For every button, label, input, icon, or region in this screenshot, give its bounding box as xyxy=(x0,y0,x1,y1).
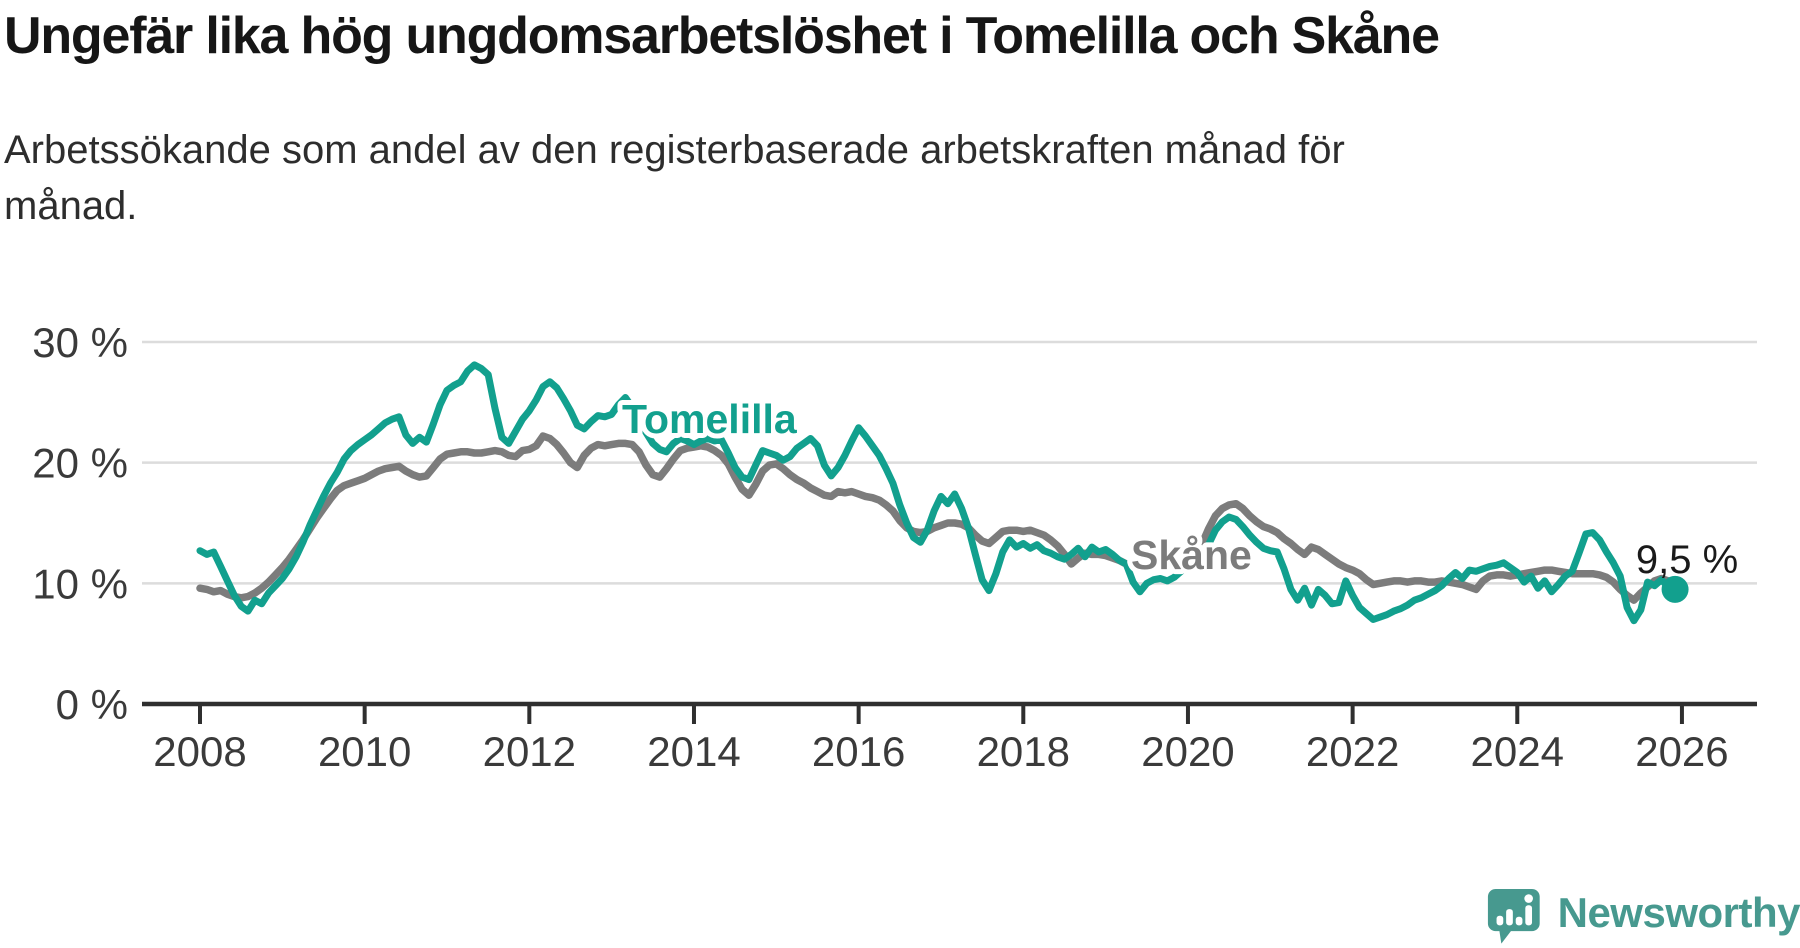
x-tick-label: 2022 xyxy=(1306,728,1399,775)
y-tick-label: 20 % xyxy=(32,440,128,487)
x-tick-label: 2012 xyxy=(483,728,576,775)
y-tick-label: 10 % xyxy=(32,560,128,607)
y-tick-label: 0 % xyxy=(56,681,128,728)
y-tick-label: 30 % xyxy=(32,319,128,366)
x-tick-label: 2024 xyxy=(1471,728,1564,775)
x-tick-label: 2008 xyxy=(153,728,246,775)
x-tick-label: 2026 xyxy=(1635,728,1728,775)
chart-subtitle: Arbetssökande som andel av den registerb… xyxy=(4,128,1345,228)
newsworthy-branding: Newsworthy xyxy=(1486,876,1800,946)
x-tick-label: 2010 xyxy=(318,728,411,775)
last-value-annotation: 9,5 % xyxy=(1636,538,1738,582)
x-tick-label: 2014 xyxy=(647,728,740,775)
tomelilla-line xyxy=(196,361,1679,625)
chart-title: Ungefär lika hög ungdomsarbetslöshet i T… xyxy=(4,7,1440,65)
skane-series-label: Skåne xyxy=(1131,532,1252,578)
tomelilla-series-label: Tomelilla xyxy=(622,396,798,442)
last-value-dot xyxy=(1661,575,1689,603)
x-tick-label: 2016 xyxy=(812,728,905,775)
newsworthy-wordmark: Newsworthy xyxy=(1557,889,1800,936)
x-tick-label: 2020 xyxy=(1141,728,1234,775)
skane-line xyxy=(196,432,1679,604)
x-tick-label: 2018 xyxy=(977,728,1070,775)
speech-bubble-bar-chart-icon xyxy=(1487,888,1540,944)
